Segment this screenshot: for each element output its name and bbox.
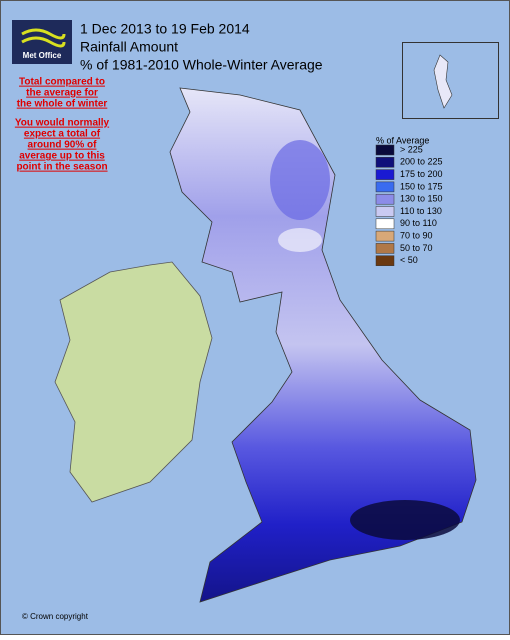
title-line: Rainfall Amount xyxy=(80,39,178,55)
legend-label: 200 to 225 xyxy=(400,157,443,167)
legend-label: 175 to 200 xyxy=(400,169,443,179)
note-line: You would normally xyxy=(15,118,110,129)
note-line: average up to this xyxy=(19,151,105,162)
note-line: point in the season xyxy=(16,162,107,173)
legend-title: % of Average xyxy=(376,135,429,145)
legend-swatch xyxy=(375,144,395,156)
legend-label: 50 to 70 xyxy=(400,243,433,253)
dry-area xyxy=(278,228,322,252)
title-line: % of 1981-2010 Whole-Winter Average xyxy=(80,57,323,73)
legend-label: 110 to 130 xyxy=(400,206,442,216)
legend-swatch xyxy=(375,206,395,217)
legend-label: 70 to 90 xyxy=(400,230,433,240)
note-line: Total compared to xyxy=(19,77,105,88)
rain-area xyxy=(350,500,460,540)
shetland-inset xyxy=(402,42,499,119)
title-line: 1 Dec 2013 to 19 Feb 2014 xyxy=(80,21,250,37)
legend-swatch xyxy=(375,157,395,168)
legend-swatch xyxy=(375,243,395,254)
legend-swatch xyxy=(375,255,395,266)
logo-text: Met Office xyxy=(23,51,62,60)
rain-area xyxy=(270,140,330,220)
note-line: the average for xyxy=(26,88,98,99)
legend-swatch xyxy=(375,193,395,205)
ireland xyxy=(54,261,213,503)
note-line: around 90% of xyxy=(28,140,98,151)
legend-label: > 225 xyxy=(400,144,423,154)
title: 1 Dec 2013 to 19 Feb 2014 Rainfall Amount… xyxy=(80,21,323,73)
logo-mark xyxy=(21,28,66,48)
note-line: expect a total of xyxy=(24,129,101,140)
note-line: the whole of winter xyxy=(17,99,108,110)
copyright: © Crown copyright xyxy=(22,612,89,621)
legend-label: 130 to 150 xyxy=(400,194,443,204)
legend-swatch xyxy=(375,218,395,230)
legend-swatch xyxy=(375,181,395,193)
legend-swatch xyxy=(375,230,395,242)
legend-label: 90 to 110 xyxy=(400,218,437,228)
shetland xyxy=(433,54,453,109)
legend-label: 150 to 175 xyxy=(400,181,443,191)
legend: > 225 200 to 225 175 to 200 150 to 175 130 t… xyxy=(375,144,443,266)
legend-swatch xyxy=(375,169,395,180)
legend-label: < 50 xyxy=(400,255,418,265)
great-britain xyxy=(169,87,477,603)
